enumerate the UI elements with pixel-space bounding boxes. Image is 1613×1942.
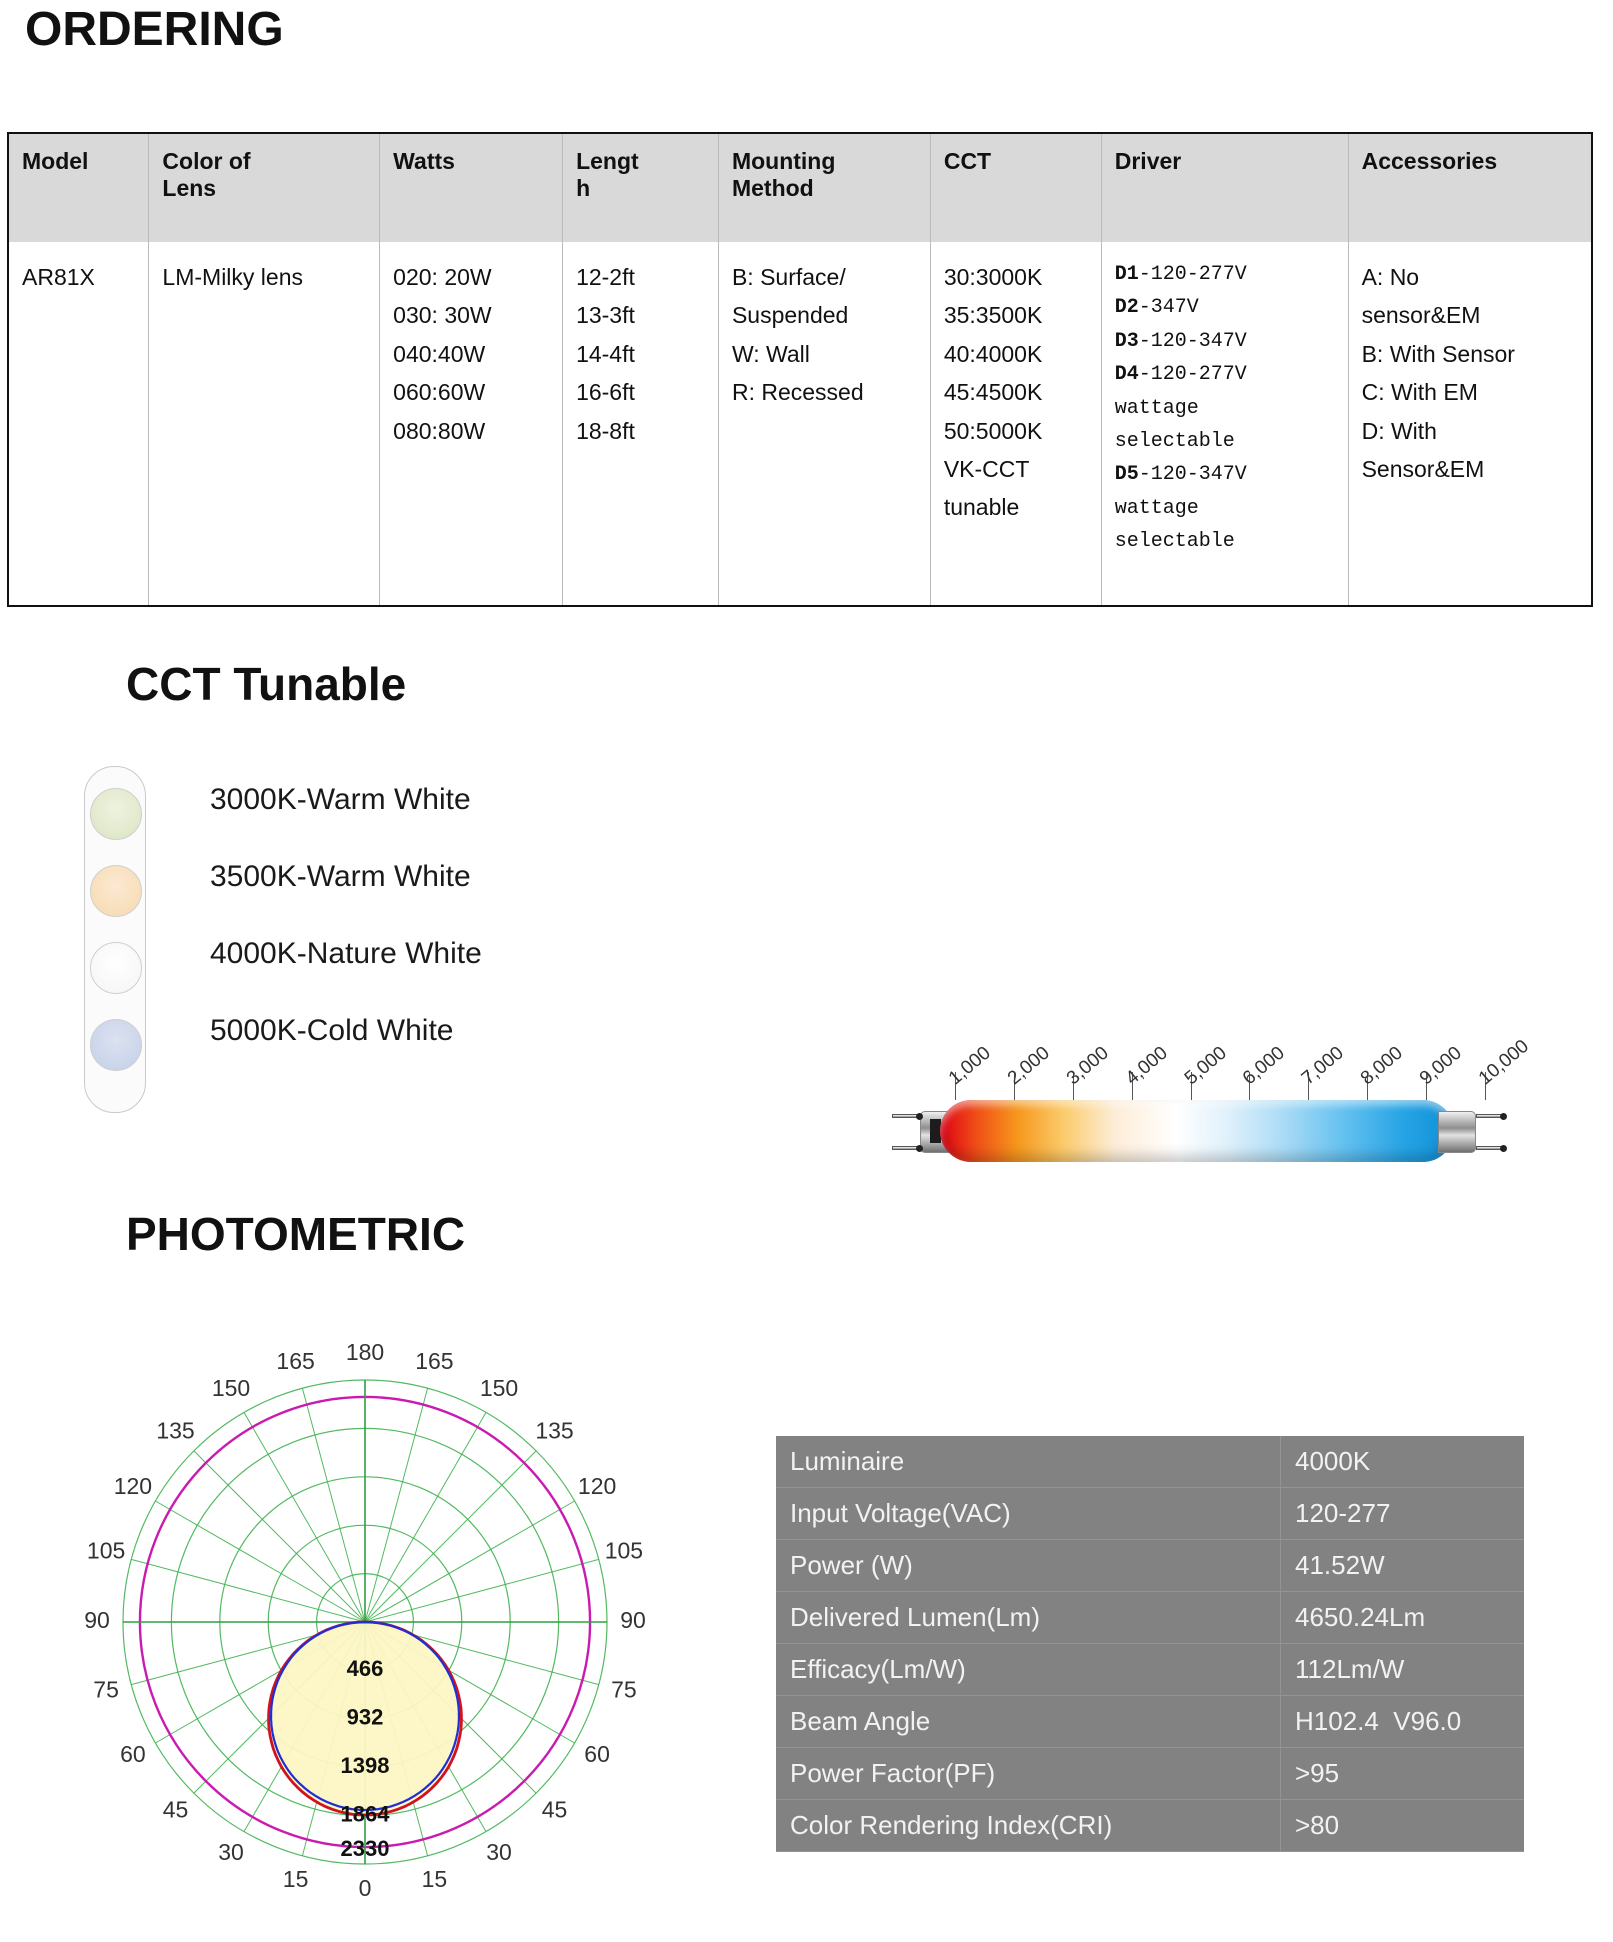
svg-text:75: 75 bbox=[611, 1676, 637, 1702]
svg-text:165: 165 bbox=[415, 1348, 453, 1374]
svg-text:15: 15 bbox=[422, 1866, 448, 1892]
svg-text:135: 135 bbox=[535, 1418, 573, 1444]
svg-text:466: 466 bbox=[347, 1656, 384, 1681]
svg-text:120: 120 bbox=[114, 1473, 152, 1499]
svg-text:30: 30 bbox=[486, 1839, 512, 1865]
svg-text:45: 45 bbox=[542, 1797, 568, 1823]
svg-text:1864: 1864 bbox=[341, 1801, 391, 1826]
svg-text:1398: 1398 bbox=[341, 1753, 390, 1778]
svg-text:90: 90 bbox=[620, 1607, 646, 1633]
svg-text:90: 90 bbox=[84, 1607, 110, 1633]
svg-text:30: 30 bbox=[218, 1839, 244, 1865]
svg-text:60: 60 bbox=[120, 1741, 146, 1767]
svg-text:135: 135 bbox=[156, 1418, 194, 1444]
svg-text:120: 120 bbox=[578, 1473, 616, 1499]
svg-text:180: 180 bbox=[346, 1339, 384, 1365]
svg-text:150: 150 bbox=[480, 1375, 518, 1401]
svg-text:45: 45 bbox=[163, 1797, 189, 1823]
svg-text:105: 105 bbox=[87, 1538, 125, 1564]
svg-text:150: 150 bbox=[212, 1375, 250, 1401]
svg-text:932: 932 bbox=[347, 1705, 384, 1730]
svg-text:0: 0 bbox=[359, 1875, 372, 1901]
svg-text:15: 15 bbox=[283, 1866, 309, 1892]
svg-text:75: 75 bbox=[93, 1676, 119, 1702]
svg-text:60: 60 bbox=[584, 1741, 610, 1767]
svg-text:165: 165 bbox=[276, 1348, 314, 1374]
svg-text:105: 105 bbox=[605, 1538, 643, 1564]
svg-text:2330: 2330 bbox=[341, 1836, 390, 1861]
